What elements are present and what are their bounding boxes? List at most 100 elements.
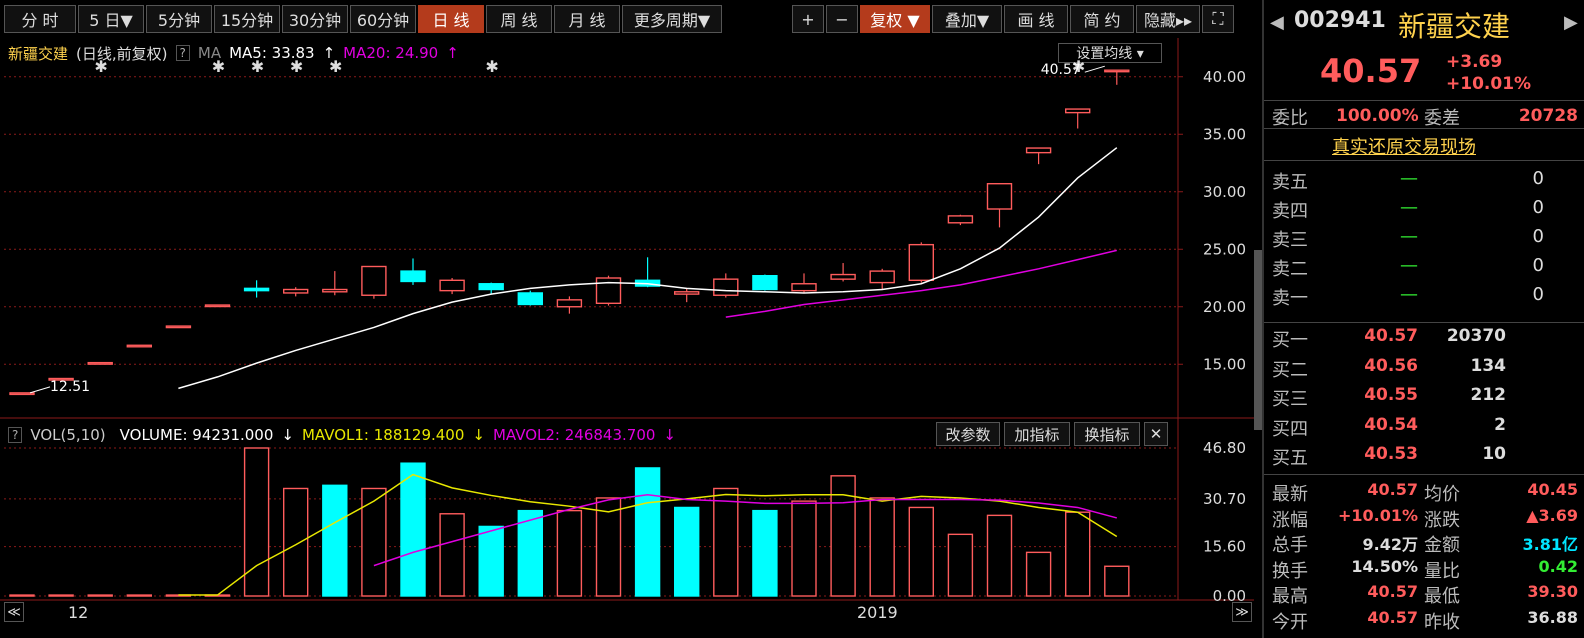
candle-body	[713, 278, 739, 296]
candle	[1064, 108, 1091, 129]
candle-body	[674, 291, 700, 295]
bid-row: 买二 40.56 134	[1264, 356, 1584, 385]
period-daily[interactable]: 日 线	[418, 5, 484, 33]
ma-label: MA	[197, 44, 222, 62]
period-intraday[interactable]: 分 时	[4, 5, 76, 33]
ma-settings-dropdown[interactable]: 设置均线 ▾	[1058, 43, 1162, 63]
candle	[322, 271, 348, 296]
volume-help-icon[interactable]: ?	[8, 427, 23, 443]
volume-bar	[908, 506, 934, 597]
add-indicator-button[interactable]: 加指标	[1004, 422, 1070, 446]
panel-splitter-handle[interactable]	[1254, 250, 1262, 430]
prev-stock-icon[interactable]: ◀	[1270, 12, 1284, 33]
volume-bar	[634, 467, 661, 597]
event-star-icon[interactable]: ✱	[251, 57, 264, 76]
stat-value: 40.57	[1367, 582, 1418, 601]
ask-volume: 0	[1532, 226, 1544, 247]
close-indicator-icon[interactable]: ✕	[1144, 422, 1168, 446]
stat-value: 3.81亿	[1522, 535, 1578, 554]
event-star-icon[interactable]: ✱	[329, 57, 342, 76]
period-weekly[interactable]: 周 线	[486, 5, 552, 33]
edit-params-button[interactable]: 改参数	[936, 422, 1000, 446]
mavol1-down-arrow-icon: ↓	[472, 426, 485, 444]
period-15min[interactable]: 15分钟	[214, 5, 280, 33]
volume-tick-label: 15.60	[1203, 538, 1246, 556]
scroll-right-button[interactable]: ≫	[1232, 602, 1252, 622]
ask-price: —	[1400, 255, 1418, 276]
price-tick-label: 35.00	[1203, 125, 1246, 143]
candle-body	[1064, 108, 1091, 114]
event-star-icon[interactable]: ✱	[485, 57, 498, 76]
volume-down-arrow-icon: ↓	[281, 426, 294, 444]
candle	[830, 263, 856, 282]
ma5-up-arrow-icon: ↑	[322, 44, 336, 62]
candle-body	[283, 288, 309, 294]
price-legend: 新疆交建 (日线,前复权) ? MA MA5: 33.83 ↑ MA20: 24…	[8, 42, 459, 64]
mavol1-value: MAVOL1: 188129.400	[301, 426, 465, 444]
ma20-up-arrow-icon: ↑	[446, 44, 459, 62]
adjust-dropdown[interactable]: 复权 ▼	[860, 5, 930, 33]
mavol2-down-arrow-icon: ↓	[663, 426, 676, 444]
stat-row: 最新 40.57 均价 40.45	[1264, 480, 1584, 505]
period-30min[interactable]: 30分钟	[282, 5, 348, 33]
zoom-in-button[interactable]: +	[792, 5, 824, 33]
volume-bar	[9, 594, 35, 597]
ask-price: —	[1400, 168, 1418, 189]
candle-body	[243, 287, 270, 292]
price-change: +3.69	[1446, 52, 1503, 72]
replay-link[interactable]: 真实还原交易现场	[1332, 137, 1476, 158]
candle	[48, 377, 74, 381]
period-60min[interactable]: 60分钟	[350, 5, 416, 33]
ask-row: 卖二 — 0	[1264, 255, 1584, 284]
stat-value: 40.57	[1367, 480, 1418, 499]
candle	[243, 280, 270, 298]
candle	[87, 361, 113, 365]
mavol1-line	[178, 473, 1118, 596]
candle	[9, 392, 35, 396]
ask-label: 卖一	[1272, 288, 1308, 309]
candle	[947, 214, 974, 226]
event-star-icon[interactable]: ✱	[212, 57, 225, 76]
simple-mode-button[interactable]: 简 约	[1070, 5, 1134, 33]
stat-row: 今开 40.57 昨收 36.88	[1264, 608, 1584, 633]
stat-label: 金额	[1424, 535, 1460, 556]
next-stock-icon[interactable]: ▶	[1564, 12, 1578, 33]
stat-label: 换手	[1272, 560, 1308, 582]
help-icon[interactable]: ?	[175, 45, 190, 61]
candle-body	[947, 215, 974, 224]
volume-bar	[1064, 511, 1091, 597]
stat-value: 14.50%	[1351, 556, 1418, 576]
candle-body	[1025, 147, 1052, 154]
overlay-dropdown[interactable]: 叠加▼	[932, 5, 1002, 33]
max-price-label: 40.57	[1041, 62, 1081, 78]
scroll-left-button[interactable]: ≪	[4, 602, 24, 622]
price-tick-label: 20.00	[1203, 298, 1246, 316]
event-star-icon[interactable]: ✱	[1072, 57, 1085, 76]
period-5min[interactable]: 5分钟	[146, 5, 212, 33]
bid-label: 买二	[1272, 359, 1308, 381]
bid-volume: 134	[1470, 355, 1507, 376]
stat-value: 0.42	[1538, 556, 1578, 576]
event-star-icon[interactable]: ✱	[290, 57, 303, 76]
candle-body	[9, 392, 35, 396]
switch-indicator-button[interactable]: 换指标	[1074, 422, 1140, 446]
stock-code: 002941	[1294, 8, 1386, 33]
event-star-icon[interactable]: ✱	[94, 57, 107, 76]
volume-bar	[48, 594, 74, 597]
draw-line-button[interactable]: 画 线	[1004, 5, 1068, 33]
mavol2-line	[373, 494, 1117, 567]
bid-volume: 10	[1482, 444, 1506, 464]
fullscreen-icon[interactable]: ⛶	[1202, 5, 1234, 33]
period-more-dropdown[interactable]: 更多周期▼	[622, 5, 722, 33]
candle-body	[908, 243, 934, 281]
volume-bar	[595, 497, 622, 597]
candle	[165, 325, 192, 329]
candle	[1025, 147, 1052, 165]
hide-panel-button[interactable]: 隐藏▸▸	[1136, 5, 1200, 33]
period-5day[interactable]: 5 日▼	[78, 5, 144, 33]
candle	[361, 265, 387, 299]
period-monthly[interactable]: 月 线	[554, 5, 620, 33]
bid-row: 买一 40.57 20370	[1264, 326, 1584, 355]
zoom-out-button[interactable]: −	[826, 5, 858, 33]
